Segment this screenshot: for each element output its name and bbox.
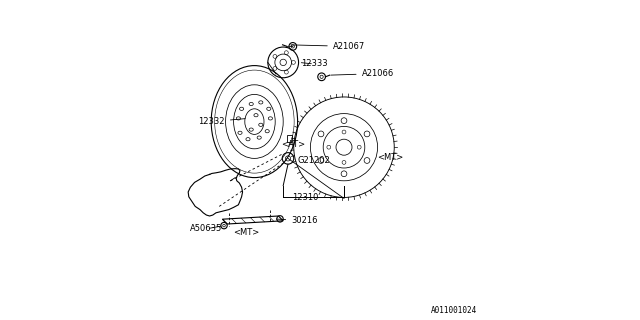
Text: 12310: 12310 bbox=[292, 193, 319, 202]
Text: 12332: 12332 bbox=[198, 117, 245, 126]
Text: A50635: A50635 bbox=[191, 224, 223, 233]
Text: <MT>: <MT> bbox=[233, 228, 260, 237]
Text: A21067: A21067 bbox=[291, 42, 365, 51]
Text: A011001024: A011001024 bbox=[431, 306, 477, 315]
Text: 30216: 30216 bbox=[276, 216, 317, 225]
Text: 12333: 12333 bbox=[301, 60, 328, 68]
Polygon shape bbox=[223, 216, 283, 224]
Text: G21202: G21202 bbox=[298, 156, 330, 165]
Bar bbox=[287, 134, 292, 142]
Text: <MT>: <MT> bbox=[378, 153, 404, 162]
Text: A21066: A21066 bbox=[331, 69, 394, 78]
Text: <AT>: <AT> bbox=[282, 140, 306, 149]
